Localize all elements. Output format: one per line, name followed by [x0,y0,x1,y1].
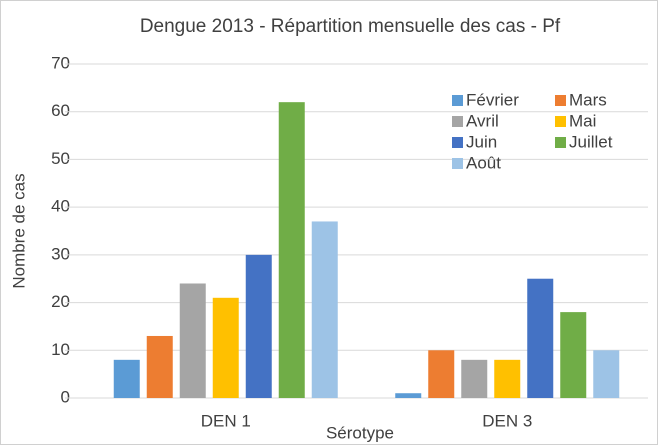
y-tick-label: 20 [51,292,70,311]
legend-label: Juin [466,132,497,151]
legend-swatch [452,95,463,106]
bar [245,254,272,398]
legend-swatch [555,116,566,127]
y-tick-label: 30 [51,244,70,263]
legend-swatch [555,95,566,106]
x-axis-label: Sérotype [326,423,394,442]
y-tick-label: 0 [61,387,70,406]
bar [461,359,488,398]
legend-swatch [555,137,566,148]
bar [494,359,521,398]
bar [311,221,338,398]
y-tick-label: 40 [51,197,70,216]
bar [212,297,239,398]
legend-swatch [452,158,463,169]
bar [428,350,455,398]
bar [278,102,305,399]
legend-label: Avril [466,111,499,130]
y-tick-label: 10 [51,340,70,359]
bar [179,283,206,398]
bar [113,359,140,398]
bar [593,350,620,398]
legend-swatch [452,137,463,148]
y-tick-label: 60 [51,101,70,120]
bar [146,335,173,398]
legend-label: Février [466,90,519,109]
legend-label: Août [466,153,501,172]
x-tick-label: DEN 1 [201,411,251,430]
chart-title: Dengue 2013 - Répartition mensuelle des … [139,16,561,37]
bar [527,278,554,398]
legend-label: Mars [569,90,607,109]
y-tick-label: 70 [51,53,70,72]
bar [560,312,587,398]
y-axis-label: Nombre de cas [9,173,28,288]
bar [395,393,422,398]
x-tick-label: DEN 3 [482,411,532,430]
legend-swatch [452,116,463,127]
legend-label: Mai [569,111,596,130]
y-tick-label: 50 [51,149,70,168]
legend-label: Juillet [569,132,613,151]
